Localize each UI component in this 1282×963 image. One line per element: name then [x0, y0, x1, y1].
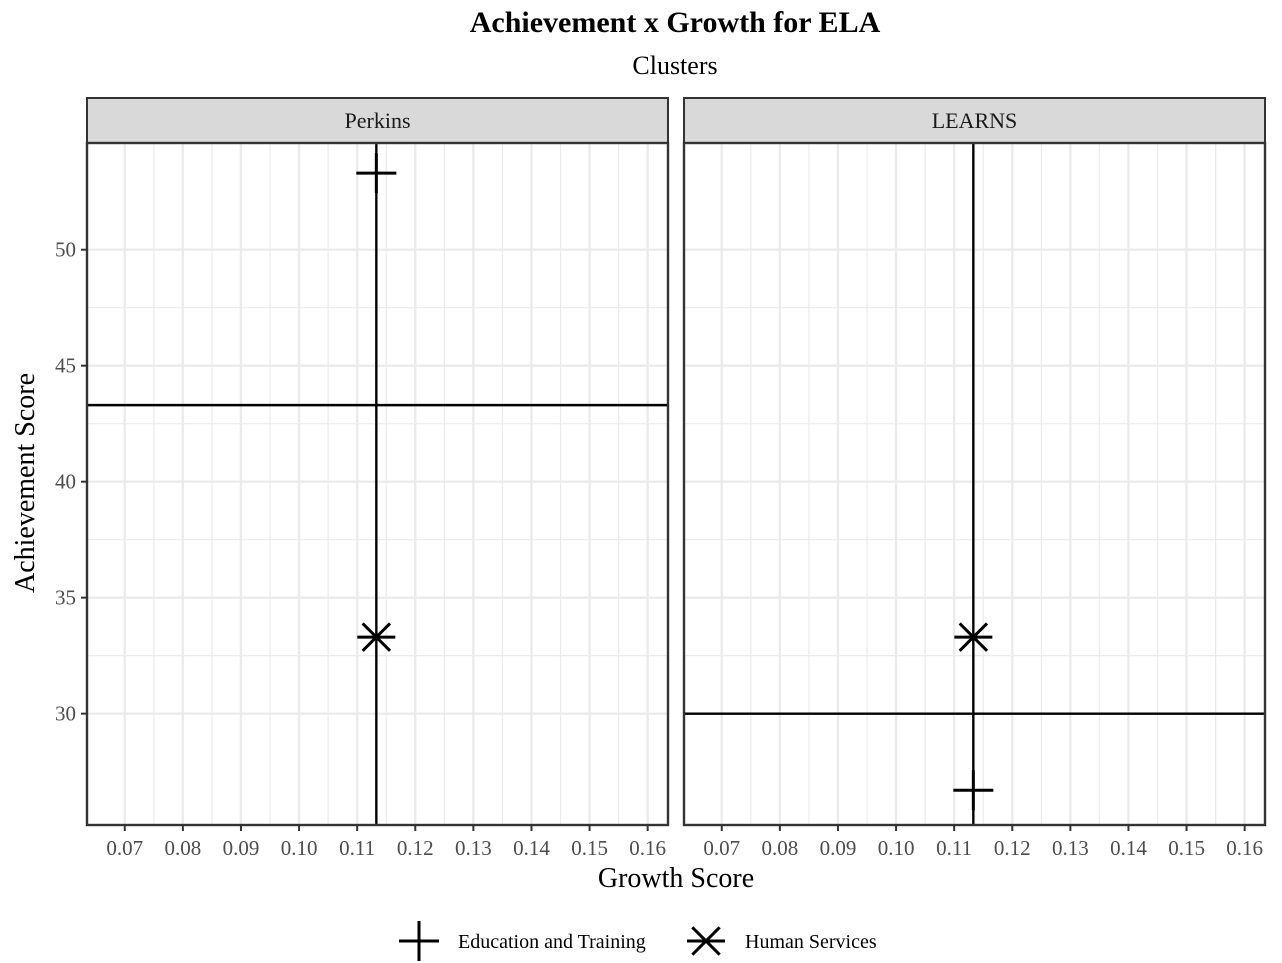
x-tick-label: 0.08 — [761, 836, 798, 860]
x-tick-label: 0.11 — [936, 836, 972, 860]
panel-learns: LEARNS 0.07 0.08 0.09 0.10 0.11 0.12 0.13 0.14 0.… — [682, 97, 1267, 860]
x-tick-label: 0.11 — [339, 836, 375, 860]
y-axis-title: Achievement Score — [10, 373, 41, 593]
x-tick-label: 0.09 — [820, 836, 857, 860]
legend-label: Education and Training — [458, 931, 646, 953]
x-tick-label: 0.16 — [629, 836, 666, 860]
grid-perkins — [87, 143, 668, 825]
chart-title: Achievement x Growth for ELA — [470, 6, 881, 39]
y-tick-label: 45 — [55, 354, 76, 378]
point-learns-human-services — [954, 622, 993, 652]
x-tick-label: 0.10 — [281, 836, 318, 860]
x-tick-label: 0.10 — [878, 836, 915, 860]
panel-border-perkins — [85, 141, 670, 827]
point-perkins-human-services — [357, 622, 396, 652]
panel-perkins: Perkins 0.07 0.08 0.09 0.10 0.11 0.12 0.13 0.14 0… — [55, 97, 670, 860]
point-learns-education-and-training — [953, 770, 994, 811]
x-tick-label: 0.09 — [223, 836, 260, 860]
panel-border-learns — [682, 141, 1267, 827]
y-tick-label: 50 — [55, 238, 76, 262]
legend-label: Human Services — [745, 931, 877, 953]
x-tick-label: 0.14 — [1110, 836, 1147, 860]
x-tick-label: 0.14 — [513, 836, 550, 860]
x-tick-label: 0.07 — [703, 836, 740, 860]
x-tick-label: 0.07 — [106, 836, 143, 860]
y-tick-label: 35 — [55, 586, 76, 610]
y-tick-label: 30 — [55, 702, 76, 726]
strip-label-learns: LEARNS — [932, 108, 1018, 133]
x-tick-label: 0.12 — [994, 836, 1031, 860]
x-axis-title: Growth Score — [598, 863, 754, 894]
y-tick-label: 40 — [55, 470, 76, 494]
x-tick-label: 0.15 — [1168, 836, 1205, 860]
strip-label-perkins: Perkins — [345, 108, 411, 133]
strip-learns — [683, 97, 1266, 144]
facet-panels: Perkins 0.07 0.08 0.09 0.10 0.11 0.12 0.13 0.14 0… — [55, 97, 1267, 860]
legend-item-human-services: Human Services — [687, 926, 877, 956]
chart-subtitle: Clusters — [632, 51, 717, 80]
legend: Education and Training Human Services — [399, 921, 877, 961]
x-tick-label: 0.13 — [1052, 836, 1089, 860]
x-tick-label: 0.15 — [571, 836, 608, 860]
point-perkins-education-and-training — [356, 153, 397, 194]
x-tick-label: 0.16 — [1226, 836, 1263, 860]
x-tick-label: 0.12 — [397, 836, 434, 860]
legend-key-plus — [399, 921, 439, 961]
legend-key-asterisk — [687, 926, 725, 956]
x-tick-label: 0.08 — [164, 836, 201, 860]
legend-item-education-and-training: Education and Training — [399, 921, 646, 961]
strip-perkins — [86, 97, 669, 144]
x-tick-label: 0.13 — [455, 836, 492, 860]
